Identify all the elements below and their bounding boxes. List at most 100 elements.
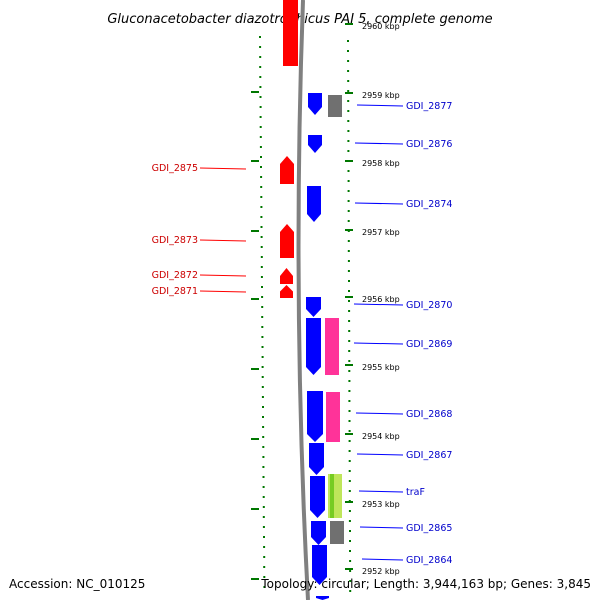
ring-dot-right (347, 60, 350, 62)
ring-dot-left (263, 586, 266, 588)
ring-dot-right (348, 420, 351, 422)
ring-dot-left (261, 286, 263, 288)
kbp-tick-label: 2957 kbp (362, 228, 400, 237)
forward-gene-label: GDI_2873 (152, 235, 198, 246)
gene-label-leader (359, 526, 404, 529)
ring-dot-left (262, 496, 265, 498)
ring-dot-left (261, 326, 264, 328)
ring-dot-right (348, 370, 351, 372)
ring-dot-left (262, 486, 265, 488)
ring-dot-right (347, 190, 350, 192)
ring-dot-left (263, 536, 265, 538)
kbp-tick-label: 2954 kbp (362, 432, 400, 441)
ring-dot-left (262, 436, 265, 438)
ring-dot-left (260, 246, 263, 248)
ring-dot-right (347, 210, 350, 212)
ring-dot-right (348, 430, 351, 432)
reverse-gene-arrow (308, 135, 322, 153)
ring-dot-right (348, 350, 351, 352)
ring-dot-right (348, 340, 351, 342)
ring-dot-right (349, 580, 352, 582)
reverse-gene-arrow (312, 545, 327, 585)
ring-major-tick (345, 433, 353, 435)
ring-major-tick (251, 230, 259, 232)
ring-dot-left (259, 126, 262, 128)
reverse-gene-arrow (311, 521, 326, 545)
ring-dot-right (348, 390, 351, 392)
reverse-gene-arrow (306, 297, 321, 317)
ring-dot-right (349, 560, 352, 562)
ring-dot-left (259, 56, 262, 58)
ring-dot-left (259, 146, 262, 148)
ring-dot-left (262, 476, 265, 478)
ring-dot-left (262, 426, 265, 428)
forward-gene-label: GDI_2875 (152, 163, 198, 174)
ring-dot-right (347, 180, 350, 182)
ring-dot-right (348, 490, 351, 492)
ring-dot-left (259, 36, 261, 38)
ring-major-tick (345, 92, 353, 94)
ring-major-tick (345, 23, 353, 25)
ring-dot-right (348, 290, 350, 292)
ring-dot-right (348, 510, 351, 512)
ring-dot-right (348, 460, 351, 462)
reverse-gene-arrow (308, 93, 322, 115)
gene-label-leader (199, 274, 247, 277)
ring-major-tick (251, 91, 259, 93)
gene-label-leader (199, 167, 247, 170)
ring-dot-left (263, 576, 266, 578)
ring-dot-right (348, 450, 351, 452)
ring-dot-right (347, 120, 350, 122)
ring-dot-left (262, 506, 265, 508)
ring-dot-left (259, 66, 262, 68)
ring-dot-right (347, 260, 350, 262)
kbp-tick-label: 2958 kbp (362, 159, 400, 168)
gene-label-leader (354, 142, 404, 145)
forward-gene-arrow (280, 285, 293, 298)
ring-dot-left (260, 276, 263, 278)
ring-dot-right (347, 130, 350, 132)
ring-dot-right (349, 530, 351, 532)
ring-dot-left (260, 186, 263, 188)
forward-gene-arrow (280, 156, 294, 184)
ring-major-tick (251, 578, 259, 580)
ring-dot-right (347, 250, 350, 252)
ring-dot-left (259, 136, 262, 138)
ring-dot-left (260, 226, 263, 228)
ring-major-tick (251, 298, 259, 300)
ring-dot-left (259, 116, 262, 118)
ring-dot-left (260, 256, 263, 258)
ring-dot-left (262, 526, 265, 528)
ring-dot-left (261, 386, 264, 388)
reverse-gene-arrow (310, 476, 325, 518)
ring-dot-right (347, 150, 350, 152)
ring-major-tick (251, 508, 259, 510)
ring-dot-left (260, 266, 263, 268)
feature-block (330, 521, 344, 544)
ring-major-tick (345, 501, 353, 503)
ring-dot-right (347, 50, 349, 52)
ring-dot-right (349, 590, 352, 592)
ring-dot-right (348, 330, 351, 332)
genome-backbone (296, 0, 310, 600)
ring-dot-right (348, 410, 351, 412)
ring-major-tick (345, 568, 353, 570)
ring-dot-left (262, 466, 265, 468)
ring-dot-left (261, 346, 264, 348)
ring-dot-left (260, 156, 262, 158)
ring-dot-right (348, 320, 351, 322)
ring-major-tick (345, 160, 353, 162)
kbp-tick-label: 2953 kbp (362, 500, 400, 509)
ring-dot-left (263, 546, 266, 548)
ring-dot-left (261, 376, 264, 378)
ring-dot-left (260, 206, 263, 208)
accession-label: Accession: NC_010125 (9, 577, 146, 591)
reverse-gene-arrow (309, 443, 324, 475)
gene-label-leader (356, 453, 404, 456)
gene-label-leader (353, 303, 404, 306)
forward-gene-arrow (283, 0, 298, 66)
feature-block (325, 318, 339, 375)
ring-dot-left (259, 86, 262, 88)
ring-dot-right (348, 520, 351, 522)
